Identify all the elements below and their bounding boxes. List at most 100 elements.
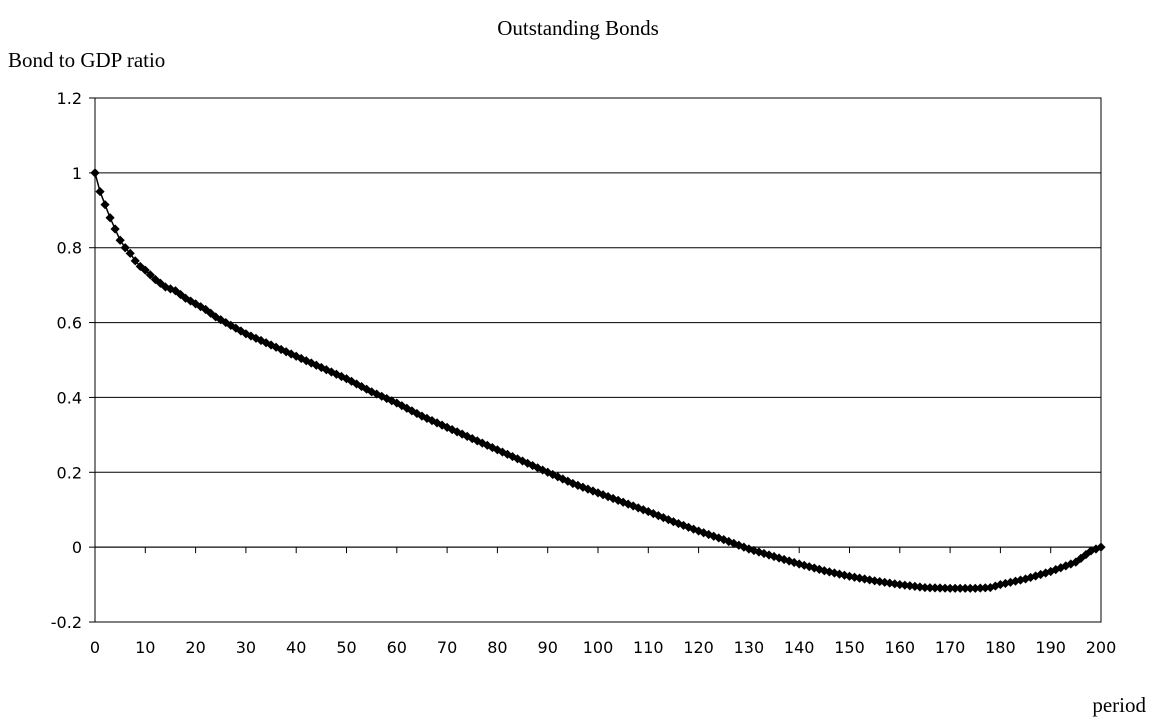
- data-point: [985, 582, 995, 593]
- data-point: [578, 482, 588, 492]
- data-point: [568, 478, 578, 489]
- data-point: [905, 581, 915, 591]
- data-point: [422, 413, 432, 423]
- data-point: [558, 474, 568, 484]
- data-point: [125, 248, 135, 258]
- x-tick-label: 90: [538, 638, 558, 657]
- x-tick-label: 40: [286, 638, 306, 657]
- y-axis-label: Bond to GDP ratio: [8, 48, 165, 72]
- x-tick-label: 100: [583, 638, 614, 657]
- data-point: [1005, 577, 1016, 587]
- data-point: [95, 186, 105, 197]
- data-point: [749, 545, 759, 556]
- x-tick-label: 170: [935, 638, 966, 657]
- data-point: [709, 531, 719, 541]
- x-tick-label: 80: [487, 638, 507, 657]
- data-point: [517, 456, 528, 466]
- series-line: [94, 172, 1102, 590]
- data-point: [392, 398, 402, 408]
- data-point: [613, 495, 623, 505]
- data-point: [678, 520, 689, 531]
- data-point: [286, 349, 296, 359]
- data-point: [402, 403, 412, 413]
- data-point: [548, 469, 558, 480]
- data-point: [859, 574, 870, 584]
- data-point: [100, 200, 110, 210]
- data-point: [895, 579, 905, 590]
- data-point: [653, 511, 663, 521]
- data-point: [885, 578, 895, 588]
- data-point: [573, 480, 583, 490]
- data-point: [256, 335, 266, 346]
- y-tick-label: 0.2: [57, 463, 82, 482]
- data-point: [135, 261, 145, 272]
- x-tick-label: 60: [387, 638, 407, 657]
- chart-title: Outstanding Bonds: [497, 16, 659, 40]
- data-point: [694, 526, 704, 536]
- axes: [89, 97, 1102, 623]
- data-point: [1096, 542, 1106, 552]
- x-tick-label: 70: [437, 638, 457, 657]
- data-point: [593, 488, 603, 498]
- data-point: [397, 401, 407, 411]
- data-point: [809, 563, 819, 573]
- data-point: [1051, 565, 1061, 575]
- data-point: [185, 296, 196, 306]
- data-point: [673, 518, 684, 529]
- data-point: [849, 572, 860, 582]
- data-point: [191, 299, 201, 309]
- data-point: [115, 235, 125, 245]
- data-point: [472, 436, 482, 446]
- data-series: [90, 168, 1106, 593]
- data-point: [965, 583, 975, 593]
- data-point: [382, 393, 392, 404]
- data-point: [824, 567, 834, 577]
- data-point: [945, 583, 955, 593]
- data-point: [668, 517, 679, 527]
- x-tick-label: 200: [1086, 638, 1117, 657]
- x-tick-label: 110: [633, 638, 664, 657]
- data-point: [970, 583, 980, 593]
- x-tick-label: 30: [236, 638, 256, 657]
- y-tick-label: 0.4: [57, 388, 82, 407]
- data-point: [387, 396, 397, 406]
- data-point: [442, 422, 452, 432]
- data-point: [407, 406, 417, 416]
- data-point: [251, 333, 261, 343]
- data-point: [377, 391, 387, 401]
- x-tick-label: 180: [985, 638, 1016, 657]
- x-tick-label: 190: [1035, 638, 1066, 657]
- data-point: [940, 583, 950, 593]
- data-point: [367, 387, 377, 397]
- data-point: [779, 554, 789, 565]
- data-point: [875, 576, 885, 587]
- data-point: [804, 562, 814, 572]
- data-point: [930, 583, 940, 593]
- data-point: [326, 367, 337, 377]
- plot-area-border: [94, 97, 1102, 623]
- data-point: [1091, 544, 1101, 554]
- data-point: [920, 582, 930, 593]
- data-point: [1000, 578, 1011, 589]
- y-tick-label: -0.2: [51, 613, 82, 632]
- data-point: [1015, 575, 1026, 585]
- data-point: [975, 583, 985, 593]
- data-point: [789, 557, 799, 568]
- data-point: [1046, 566, 1056, 577]
- data-point: [120, 243, 130, 253]
- y-tick-label: 0.8: [57, 239, 82, 258]
- data-point: [633, 503, 643, 513]
- y-tick-label: 0.6: [57, 314, 82, 333]
- x-tick-label: 150: [834, 638, 865, 657]
- y-tick-label: 1.2: [57, 89, 82, 108]
- data-point: [870, 576, 880, 586]
- data-point: [281, 347, 291, 357]
- data-point: [935, 583, 945, 593]
- x-tick-label: 140: [784, 638, 815, 657]
- data-point: [960, 583, 970, 593]
- data-point: [1056, 563, 1066, 573]
- data-point: [261, 338, 271, 348]
- x-tick-label: 0: [90, 638, 100, 657]
